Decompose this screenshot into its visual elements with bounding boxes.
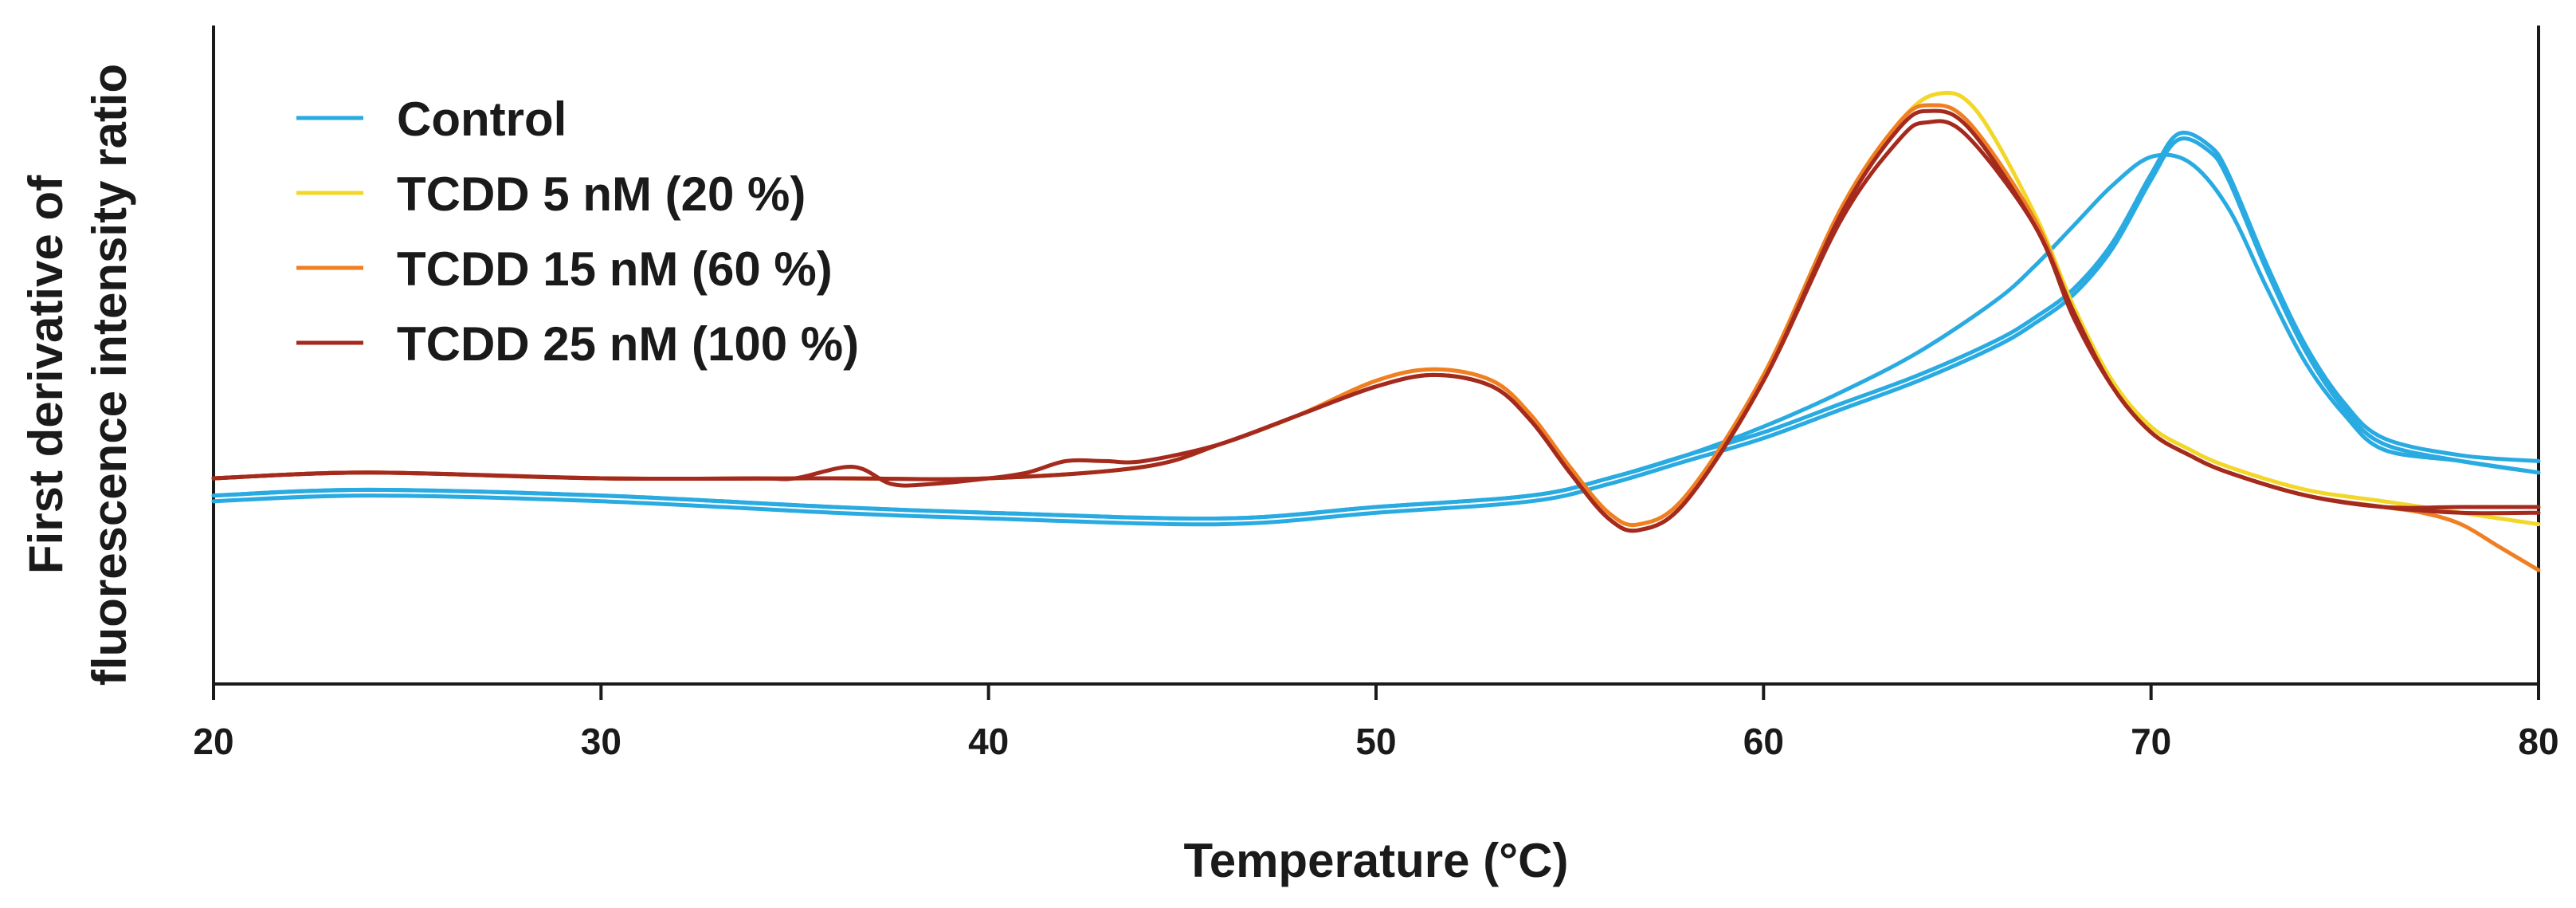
y-axis-title-line1: First derivative of (19, 175, 73, 574)
series-group (211, 90, 2541, 572)
legend: Control TCDD 5 nM (20 %) TCDD 15 nM (60 %)… (296, 92, 859, 371)
series-line-tcdd-5-nm-20 (211, 90, 2541, 528)
x-tick-label: 50 (1355, 721, 1396, 762)
y-axis-title-line2: fluorescence intensity ratio (83, 64, 136, 686)
x-axis-title: Temperature (°C) (1184, 834, 1569, 887)
x-tick-label: 20 (193, 721, 233, 762)
x-tick-label: 60 (1743, 721, 1784, 762)
series-line-control (211, 131, 2541, 521)
x-tick-label: 40 (968, 721, 1009, 762)
x-tick-label: 30 (581, 721, 621, 762)
legend-label-tcdd-5-nm-20: TCDD 5 nM (20 %) (397, 167, 806, 221)
x-tick-label: 70 (2131, 721, 2171, 762)
x-ticks: 20 30 40 50 60 70 80 (193, 684, 2559, 762)
legend-label-control: Control (397, 92, 567, 146)
x-tick-label: 80 (2518, 721, 2558, 762)
legend-label-tcdd-15-nm-60: TCDD 15 nM (60 %) (397, 242, 833, 296)
legend-label-tcdd-25-nm-100: TCDD 25 nM (100 %) (397, 317, 859, 371)
series-line-control (211, 136, 2541, 527)
series-line-tcdd-25-nm-100 (211, 108, 2541, 533)
